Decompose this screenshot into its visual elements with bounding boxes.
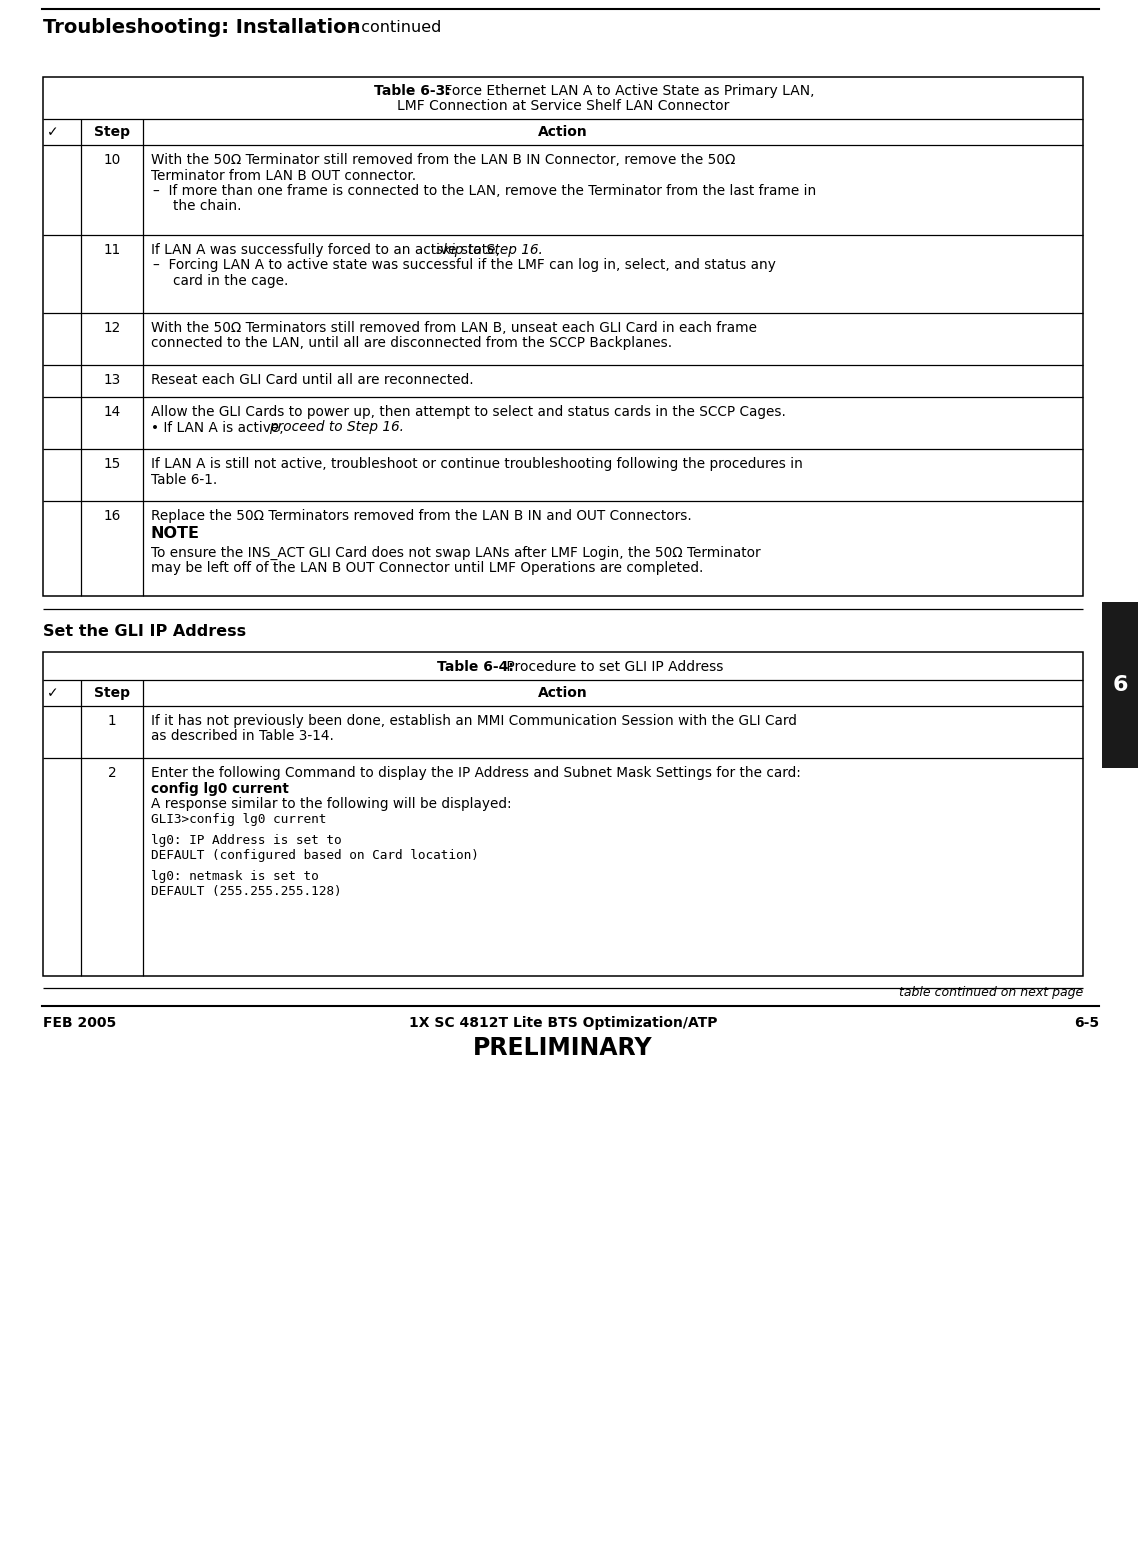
Text: lg0: netmask is set to: lg0: netmask is set to (150, 870, 319, 883)
Text: Set the GLI IP Address: Set the GLI IP Address (43, 623, 246, 639)
Text: 6-5: 6-5 (1074, 1015, 1099, 1031)
Text: Enter the following Command to display the IP Address and Subnet Mask Settings f: Enter the following Command to display t… (150, 765, 801, 781)
Text: connected to the LAN, until all are disconnected from the SCCP Backplanes.: connected to the LAN, until all are disc… (150, 336, 673, 350)
Text: ✓: ✓ (47, 125, 58, 139)
Text: table continued on next page: table continued on next page (898, 986, 1083, 998)
Text: A response similar to the following will be displayed:: A response similar to the following will… (150, 798, 512, 812)
Text: 14: 14 (104, 404, 121, 420)
Text: 13: 13 (104, 373, 121, 387)
Text: Replace the 50Ω Terminators removed from the LAN B IN and OUT Connectors.: Replace the 50Ω Terminators removed from… (150, 509, 692, 523)
Text: Step: Step (93, 125, 130, 139)
Bar (43, 653, 1083, 977)
Text: Table 6-4:: Table 6-4: (437, 660, 514, 674)
Text: Action: Action (538, 125, 588, 139)
Text: ✓: ✓ (47, 687, 58, 701)
Text: Procedure to set GLI IP Address: Procedure to set GLI IP Address (503, 660, 724, 674)
Text: 1: 1 (107, 714, 116, 728)
Bar (1102, 602, 1138, 768)
Text: Allow the GLI Cards to power up, then attempt to select and status cards in the : Allow the GLI Cards to power up, then at… (150, 404, 785, 420)
Text: 1X SC 4812T Lite BTS Optimization/ATP: 1X SC 4812T Lite BTS Optimization/ATP (409, 1015, 717, 1031)
Text: lg0: IP Address is set to: lg0: IP Address is set to (150, 835, 342, 847)
Text: To ensure the INS_ACT GLI Card does not swap LANs after LMF Login, the 50Ω Termi: To ensure the INS_ACT GLI Card does not … (150, 546, 760, 560)
Text: 11: 11 (104, 242, 121, 258)
Text: Step: Step (93, 687, 130, 701)
Text: • If LAN A is active,: • If LAN A is active, (150, 421, 288, 435)
Text: With the 50Ω Terminators still removed from LAN B, unseat each GLI Card in each : With the 50Ω Terminators still removed f… (150, 321, 757, 335)
Text: Troubleshooting: Installation: Troubleshooting: Installation (43, 19, 360, 37)
Text: If LAN A was successfully forced to an active state,: If LAN A was successfully forced to an a… (150, 242, 504, 258)
Text: DEFAULT (255.255.255.128): DEFAULT (255.255.255.128) (150, 884, 342, 898)
Text: Table 6-1.: Table 6-1. (150, 472, 218, 486)
Text: PRELIMINARY: PRELIMINARY (473, 1035, 653, 1060)
Text: –  If more than one frame is connected to the LAN, remove the Terminator from th: – If more than one frame is connected to… (153, 184, 816, 198)
Text: the chain.: the chain. (173, 199, 242, 213)
Text: 10: 10 (104, 153, 121, 167)
Text: may be left off of the LAN B OUT Connector until LMF Operations are completed.: may be left off of the LAN B OUT Connect… (150, 562, 703, 576)
Text: 12: 12 (104, 321, 121, 335)
Text: proceed to Step 16.: proceed to Step 16. (269, 421, 405, 435)
Text: –  Forcing LAN A to active state was successful if the LMF can log in, select, a: – Forcing LAN A to active state was succ… (153, 259, 776, 273)
Text: DEFAULT (configured based on Card location): DEFAULT (configured based on Card locati… (150, 849, 479, 861)
Text: 6: 6 (1113, 674, 1127, 694)
Text: as described in Table 3-14.: as described in Table 3-14. (150, 730, 334, 744)
Text: Force Ethernet LAN A to Active State as Primary LAN,: Force Ethernet LAN A to Active State as … (440, 83, 814, 99)
Text: skip to Step 16.: skip to Step 16. (437, 242, 543, 258)
Text: card in the cage.: card in the cage. (173, 275, 288, 289)
Text: LMF Connection at Service Shelf LAN Connector: LMF Connection at Service Shelf LAN Conn… (397, 99, 730, 113)
Text: 15: 15 (104, 457, 121, 471)
Text: If LAN A is still not active, troubleshoot or continue troubleshooting following: If LAN A is still not active, troublesho… (150, 457, 803, 471)
Text: config lg0 current: config lg0 current (150, 781, 288, 796)
Text: 16: 16 (104, 509, 121, 523)
Text: – continued: – continued (343, 20, 441, 35)
Text: 2: 2 (107, 765, 116, 781)
Text: With the 50Ω Terminator still removed from the LAN B IN Connector, remove the 50: With the 50Ω Terminator still removed fr… (150, 153, 735, 167)
Text: Reseat each GLI Card until all are reconnected.: Reseat each GLI Card until all are recon… (150, 373, 473, 387)
Text: Action: Action (538, 687, 588, 701)
Text: Table 6-3:: Table 6-3: (374, 83, 450, 99)
Bar (43, 77, 1083, 596)
Text: GLI3>config lg0 current: GLI3>config lg0 current (150, 813, 326, 826)
Text: If it has not previously been done, establish an MMI Communication Session with : If it has not previously been done, esta… (150, 714, 797, 728)
Text: Terminator from LAN B OUT connector.: Terminator from LAN B OUT connector. (150, 168, 416, 182)
Text: NOTE: NOTE (150, 526, 200, 542)
Text: FEB 2005: FEB 2005 (43, 1015, 116, 1031)
